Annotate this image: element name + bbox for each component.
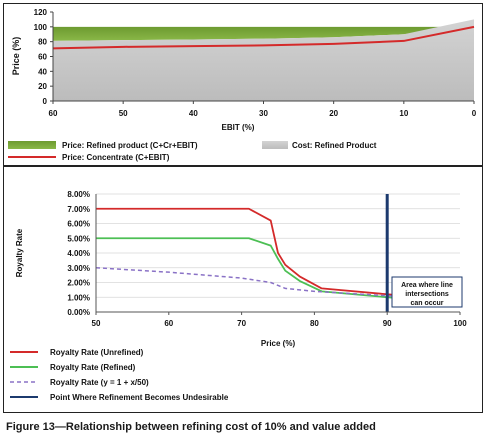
top-x-tick-label: 0: [472, 109, 477, 118]
legend-label-formula: Royalty Rate (y = 1 + x/50): [50, 378, 149, 387]
bottom-y-tick-label: 0.00%: [67, 308, 90, 317]
series-area-refined-price: [53, 26, 474, 41]
bottom-plot-area: [95, 194, 461, 312]
annotation-box: [391, 276, 463, 308]
series-line-refined: [96, 237, 461, 305]
top-y-axis-label: Price (%): [11, 37, 21, 76]
top-x-tick-label: 40: [189, 109, 198, 118]
bottom-x-ticks: 50 60 70 80 90 100: [92, 312, 467, 328]
bottom-y-tick-label: 7.00%: [67, 205, 90, 214]
annotation-line-2: intersections: [405, 291, 449, 298]
top-y-tick-label: 40: [38, 67, 47, 76]
series-line-unrefined: [96, 207, 461, 302]
bottom-y-tick-label: 1.00%: [67, 293, 90, 302]
annotation-line-3: can occur: [410, 300, 443, 307]
bottom-x-tick-label: 100: [453, 319, 467, 328]
top-y-ticks: 120 100 80 60 40 20 0: [34, 8, 53, 106]
top-x-tick-label: 20: [329, 109, 338, 118]
legend-label-refined: Royalty Rate (Refined): [50, 363, 136, 372]
bottom-x-tick-label: 50: [92, 319, 101, 328]
legend-swatch-green: [8, 141, 56, 149]
top-x-tick-label: 50: [119, 109, 128, 118]
top-x-axis-label: EBIT (%): [222, 123, 255, 132]
legend-label-refined-price: Price: Refined product (C+Cr+EBIT): [62, 141, 198, 150]
top-plot-area: [52, 19, 475, 102]
bottom-x-tick-label: 80: [310, 319, 319, 328]
bottom-y-tick-label: 4.00%: [67, 249, 90, 258]
bottom-x-tick-label: 70: [237, 319, 246, 328]
bottom-y-tick-label: 8.00%: [67, 190, 90, 199]
top-y-tick-label: 20: [38, 82, 47, 91]
top-y-tick-label: 100: [34, 23, 48, 32]
series-line-concentrate-price: [52, 25, 475, 50]
top-x-tick-label: 10: [399, 109, 408, 118]
bottom-y-tick-label: 2.00%: [67, 279, 90, 288]
legend-label-unrefined: Royalty Rate (Unrefined): [50, 348, 144, 357]
bottom-y-tick-label: 6.00%: [67, 220, 90, 229]
figure-frame: [3, 3, 483, 413]
bottom-x-tick-label: 90: [383, 319, 392, 328]
series-area-refined-cost: [53, 19, 474, 102]
series-line-formula: [95, 267, 461, 301]
annotation-line-1: Area where line: [401, 282, 453, 289]
top-x-tick-label: 30: [259, 109, 268, 118]
top-y-tick-label: 120: [34, 8, 48, 17]
top-x-ticks: 60 50 40 30 20 10 0: [49, 101, 477, 118]
bottom-x-tick-label: 60: [164, 319, 173, 328]
top-x-tick-label: 60: [49, 109, 58, 118]
top-y-tick-label: 60: [38, 53, 47, 62]
legend-label-concentrate-price: Price: Concentrate (C+EBIT): [62, 153, 170, 162]
bottom-y-ticks: 8.00% 7.00% 6.00% 5.00% 4.00% 3.00% 2.00% 1.00%…: [67, 190, 90, 317]
bottom-x-axis-label: Price (%): [261, 339, 296, 348]
legend-swatch-grey: [262, 141, 288, 149]
top-y-tick-label: 80: [38, 38, 47, 47]
legend-label-refined-cost: Cost: Refined Product: [292, 141, 377, 150]
panel-divider: [3, 165, 483, 167]
legend-label-undesirable: Point Where Refinement Becomes Undesirab…: [50, 393, 229, 402]
bottom-y-tick-label: 3.00%: [67, 264, 90, 273]
bottom-chart: 8.00% 7.00% 6.00% 5.00% 4.00% 3.00% 2.00% 1.00%…: [10, 190, 467, 402]
bottom-y-axis-label: Royalty Rate: [15, 228, 24, 277]
top-y-tick-label: 0: [43, 97, 48, 106]
bottom-y-tick-label: 5.00%: [67, 234, 90, 243]
figure-caption: Figure 13—Relationship between refining …: [6, 421, 376, 433]
